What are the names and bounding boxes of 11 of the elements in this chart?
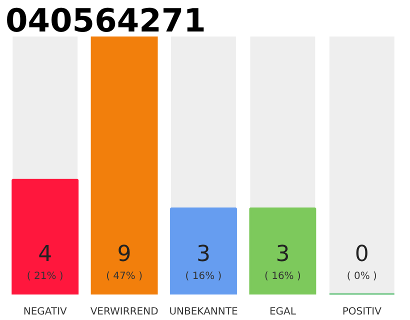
x-tick-label: VERWIRREND [90, 306, 159, 318]
data-label: 3 ( 16% ) [185, 242, 222, 282]
data-label: 0 ( 0% ) [346, 242, 378, 282]
data-label: 3 ( 16% ) [264, 242, 301, 282]
x-tick-label: EGAL [269, 306, 296, 318]
x-tick-label: NEGATIV [23, 306, 68, 318]
x-tick-label: UNBEKANNTE [169, 306, 238, 318]
chart-title: 040564271 [6, 2, 206, 40]
x-tick-label: POSITIV [342, 306, 382, 318]
data-label: 9 ( 47% ) [106, 242, 143, 282]
data-label: 4 ( 21% ) [26, 242, 64, 282]
